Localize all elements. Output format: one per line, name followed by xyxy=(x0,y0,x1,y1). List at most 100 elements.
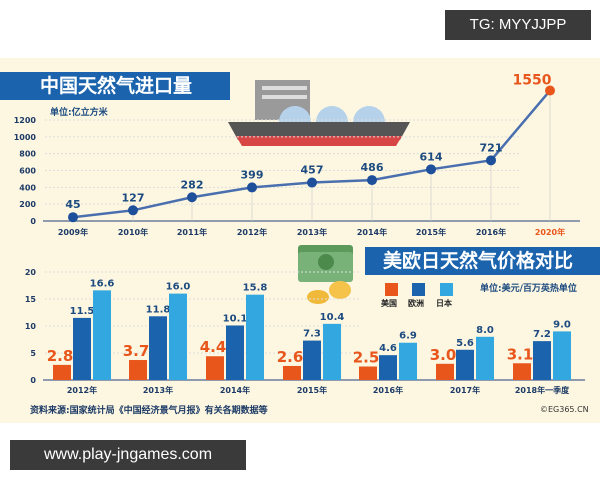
bar-label: 2.8 xyxy=(47,347,74,365)
bar-label: 2.6 xyxy=(277,348,304,366)
x-tick-label: 2011年 xyxy=(177,227,207,237)
y-tick-label: 10 xyxy=(25,322,37,331)
bar-europe xyxy=(379,355,397,380)
bar-label: 11.5 xyxy=(70,306,95,317)
bar-label: 4.6 xyxy=(379,343,397,354)
x-tick-label: 2014年 xyxy=(220,385,250,395)
bar-japan xyxy=(93,290,111,380)
bar-label: 10.4 xyxy=(320,312,345,323)
bar-us xyxy=(283,365,301,380)
x-tick-label: 2014年 xyxy=(357,227,387,237)
coins-icon xyxy=(307,281,351,304)
bar-japan xyxy=(476,336,494,380)
y-tick-label: 800 xyxy=(19,150,36,159)
bar-label: 7.3 xyxy=(303,329,321,340)
bar-label: 5.6 xyxy=(456,338,474,349)
money-stack-icon xyxy=(298,245,353,282)
y-tick-label: 20 xyxy=(25,268,37,277)
data-label: 486 xyxy=(361,161,384,174)
bar-japan xyxy=(399,342,417,380)
x-tick-label: 2017年 xyxy=(450,385,480,395)
y-tick-label: 1200 xyxy=(14,116,37,125)
data-point xyxy=(545,85,555,96)
bar-europe xyxy=(456,349,474,380)
line-chart-title: 中国天然气进口量 xyxy=(0,72,230,100)
bar-label: 3.7 xyxy=(123,342,150,360)
legend-swatch-europe xyxy=(412,283,425,296)
data-label: 721 xyxy=(480,141,503,154)
x-tick-label: 2015年 xyxy=(297,385,327,395)
x-tick-label: 2018年一季度 xyxy=(515,385,570,395)
data-point xyxy=(128,205,138,216)
bar-us xyxy=(206,356,224,380)
x-tick-label: 2016年 xyxy=(373,385,403,395)
x-tick-label: 2020年 xyxy=(535,227,565,237)
copyright: ©EG365.CN xyxy=(540,405,589,414)
x-tick-label: 2015年 xyxy=(416,227,446,237)
data-point xyxy=(486,155,496,166)
legend-swatch-japan xyxy=(440,283,453,296)
x-tick-label: 2012年 xyxy=(67,385,97,395)
x-tick-label: 2016年 xyxy=(476,227,506,237)
y-tick-label: 1000 xyxy=(14,133,37,142)
bar-label: 11.8 xyxy=(146,304,171,315)
data-label: 127 xyxy=(122,191,145,204)
bar-chart-title: 美欧日天然气价格对比 xyxy=(365,247,600,275)
y-tick-label: 5 xyxy=(30,349,36,358)
legend-label-us: 美国 xyxy=(381,299,397,308)
data-point xyxy=(367,175,377,186)
bar-us xyxy=(53,364,71,380)
bar-us xyxy=(513,363,531,380)
bar-europe xyxy=(149,316,167,380)
x-tick-label: 2012年 xyxy=(237,227,267,237)
bar-label: 2.5 xyxy=(353,349,380,367)
legend-label-japan: 日本 xyxy=(436,299,452,308)
bar-japan xyxy=(323,323,341,380)
bar-label: 16.0 xyxy=(166,282,191,293)
bar-europe xyxy=(303,340,321,380)
bar-japan xyxy=(246,294,264,380)
bar-europe xyxy=(73,317,91,380)
watermark-top: TG: MYYJJPP xyxy=(445,10,591,40)
legend-swatch-us xyxy=(385,283,398,296)
bar-europe xyxy=(226,325,244,380)
y-tick-label: 600 xyxy=(19,167,36,176)
y-tick-label: 200 xyxy=(19,200,36,209)
x-tick-label: 2009年 xyxy=(58,227,88,237)
bar-japan xyxy=(169,293,187,380)
y-tick-label: 0 xyxy=(30,217,36,226)
bar-label: 8.0 xyxy=(476,325,494,336)
legend-label-europe: 欧洲 xyxy=(408,299,424,308)
bar-label: 3.1 xyxy=(507,345,534,363)
data-point xyxy=(187,192,197,203)
x-tick-label: 2013年 xyxy=(143,385,173,395)
bar-us xyxy=(129,360,147,380)
line-chart-unit: 单位:亿立方米 xyxy=(50,108,108,118)
data-point xyxy=(426,164,436,175)
data-label: 45 xyxy=(65,198,80,211)
bar-label: 9.0 xyxy=(553,319,571,330)
data-label: 1550 xyxy=(513,73,552,89)
source-note: 资料来源:国家统计局《中国经济景气月报》有关各期数据等 xyxy=(30,406,268,416)
data-label: 399 xyxy=(241,168,264,181)
data-point xyxy=(68,212,78,223)
bar-chart-unit: 单位:美元/百万英热单位 xyxy=(480,284,577,294)
bar-label: 7.2 xyxy=(533,329,551,340)
watermark-bottom: www.play-jngames.com xyxy=(10,440,246,470)
bar-label: 15.8 xyxy=(243,283,268,294)
bar-label: 6.9 xyxy=(399,331,417,342)
x-tick-label: 2010年 xyxy=(118,227,148,237)
y-tick-label: 15 xyxy=(25,295,37,304)
bar-label: 4.4 xyxy=(200,338,227,356)
data-point xyxy=(307,177,317,188)
y-tick-label: 400 xyxy=(19,183,36,192)
data-label: 614 xyxy=(420,150,443,163)
bar-us xyxy=(436,363,454,380)
data-point xyxy=(247,182,257,193)
data-label: 282 xyxy=(181,178,204,191)
bar-label: 10.1 xyxy=(223,313,248,324)
x-tick-label: 2013年 xyxy=(297,227,327,237)
y-tick-label: 0 xyxy=(30,376,36,385)
bar-europe xyxy=(533,341,551,380)
